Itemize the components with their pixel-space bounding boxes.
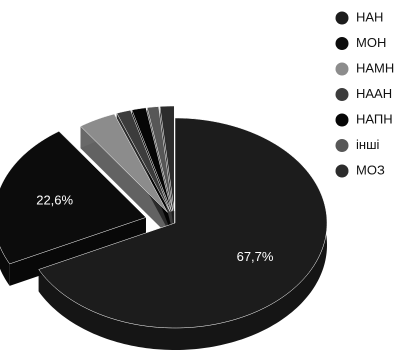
- legend-label: НААН: [356, 86, 392, 101]
- slice: [146, 106, 174, 212]
- legend-marker: [335, 88, 349, 101]
- slice: [38, 117, 328, 329]
- data-label: 22,6%: [36, 193, 73, 208]
- legend-label: МОЗ: [356, 162, 385, 177]
- legend-marker: [335, 62, 349, 76]
- slice: [131, 107, 172, 212]
- legend-marker: [335, 139, 349, 152]
- data-label: 67,7%: [237, 249, 274, 264]
- slice: [159, 105, 175, 212]
- legend-label: НАПН: [356, 111, 393, 126]
- slice: [0, 131, 147, 265]
- slice: [116, 109, 171, 212]
- legend-marker: [335, 11, 349, 25]
- legend-label: МОН: [356, 35, 386, 50]
- legend-marker: [335, 164, 349, 178]
- legend-label: НАН: [356, 9, 383, 24]
- legend-marker: [335, 37, 349, 50]
- legend-label: інші: [356, 137, 379, 152]
- slice-face: [80, 126, 168, 235]
- legend-marker: [335, 113, 349, 127]
- slice: [80, 113, 168, 213]
- legend-label: НАМН: [356, 60, 394, 75]
